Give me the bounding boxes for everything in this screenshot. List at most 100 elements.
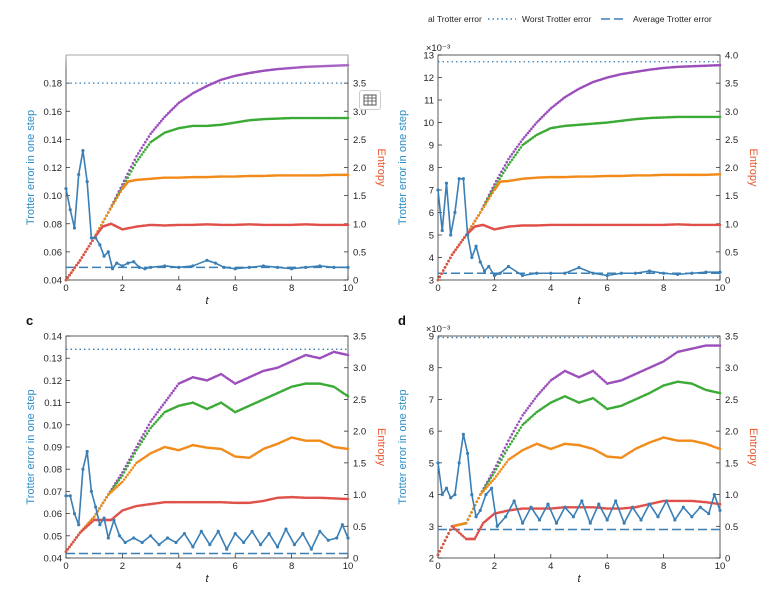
entropy-point-purple xyxy=(556,101,560,105)
y2-tick-label: 2.5 xyxy=(353,395,366,406)
trotter-error-point xyxy=(72,226,77,230)
entropy-point-purple xyxy=(140,146,144,150)
trotter-error-point xyxy=(290,267,294,271)
y2-tick-label: 3.5 xyxy=(353,332,366,343)
entropy-point-red xyxy=(441,542,445,546)
entropy-point-orange xyxy=(99,504,103,507)
entropy-point-red xyxy=(68,545,71,549)
entropy-point-orange xyxy=(471,222,475,226)
entropy-point-orange xyxy=(110,490,114,493)
trotter-error-point xyxy=(72,511,77,516)
trotter-error-point xyxy=(489,486,494,490)
trotter-error-point xyxy=(563,271,567,275)
entropy-point-green xyxy=(498,177,501,181)
entropy-point-green xyxy=(524,420,528,423)
screenshot-tool-button[interactable] xyxy=(359,90,381,110)
entropy-point-purple xyxy=(542,114,546,117)
entropy-point-green xyxy=(129,458,133,461)
entropy-point-purple xyxy=(595,372,598,376)
entropy-point-purple xyxy=(538,117,542,121)
entropy-point-red xyxy=(473,537,476,541)
entropy-point-red xyxy=(443,539,447,542)
x-tick-label: 2 xyxy=(492,283,497,294)
y-tick-label: 0.07 xyxy=(44,487,63,498)
entropy-point-green xyxy=(510,440,514,443)
y2-tick-label: 0 xyxy=(353,276,358,287)
entropy-point-green xyxy=(129,170,133,173)
entropy-point-orange xyxy=(103,498,107,502)
entropy-point-green xyxy=(503,452,507,455)
entropy-point-green xyxy=(131,166,135,170)
x-tick-label: 8 xyxy=(661,561,666,572)
y2-tick-label: 1.5 xyxy=(353,458,366,469)
trotter-error-point xyxy=(619,271,623,275)
entropy-point-orange xyxy=(496,472,500,476)
trotter-error-point xyxy=(690,515,694,519)
entropy-point-green xyxy=(510,158,514,162)
y2-tick-label: 3.5 xyxy=(725,79,738,90)
y-tick-label: 0.14 xyxy=(44,135,63,146)
trotter-error-point xyxy=(77,523,81,527)
trotter-error-point xyxy=(470,492,474,497)
trotter-error-point xyxy=(436,461,440,465)
entropy-point-green xyxy=(503,169,507,172)
entropy-point-green xyxy=(128,173,131,176)
x-axis-label: t xyxy=(205,295,209,307)
entropy-point-orange xyxy=(475,216,479,220)
entropy-point-purple xyxy=(514,147,517,151)
entropy-point-orange xyxy=(493,477,496,481)
entropy-point-purple xyxy=(173,105,177,108)
y-tick-label: 0.09 xyxy=(44,443,63,454)
entropy-point-green xyxy=(124,467,128,471)
entropy-point-red xyxy=(718,223,722,227)
trotter-error-point xyxy=(487,264,491,269)
x-tick-label: 0 xyxy=(63,283,68,294)
trotter-error-point xyxy=(132,260,136,264)
entropy-point-purple xyxy=(530,127,533,131)
entropy-point-purple xyxy=(535,394,538,398)
entropy-point-red xyxy=(80,256,84,259)
x-tick-label: 2 xyxy=(120,561,125,572)
trotter-error-point xyxy=(242,540,246,545)
entropy-point-orange xyxy=(718,447,722,451)
x-tick-label: 2 xyxy=(492,561,497,572)
entropy-point-green xyxy=(501,171,505,175)
entropy-point-green xyxy=(517,148,521,152)
trotter-error-point xyxy=(85,179,89,184)
trotter-error-point xyxy=(440,492,444,497)
x-tick-label: 10 xyxy=(343,561,354,572)
entropy-point-red xyxy=(457,531,461,534)
y-tick-label: 0.14 xyxy=(44,332,63,343)
y-tick-label: 0.16 xyxy=(44,107,63,118)
y-tick-label: 3 xyxy=(429,522,434,533)
entropy-point-purple xyxy=(530,402,533,405)
y-tick-label: 9 xyxy=(429,332,434,343)
entropy-point-purple xyxy=(537,119,540,123)
entropy-point-orange xyxy=(129,468,133,472)
entropy-point-green xyxy=(493,471,496,474)
entropy-point-purple xyxy=(500,453,503,457)
entropy-point-green xyxy=(346,116,350,120)
entropy-point-purple xyxy=(144,140,147,144)
entropy-point-red xyxy=(441,269,445,272)
entropy-point-green xyxy=(115,481,119,484)
y-tick-label: 3 xyxy=(429,276,434,287)
panel-a: 0 2 4 6 8 10 0.04 0.06 0.08 0.10 0.12 0.14 0.16 0.18 0… xyxy=(25,54,387,307)
trotter-error-point xyxy=(457,177,461,181)
entropy-point-purple xyxy=(528,129,531,133)
entropy-point-green xyxy=(595,399,598,403)
entropy-point-green xyxy=(140,440,144,444)
entropy-point-red xyxy=(64,278,68,282)
entropy-point-orange xyxy=(126,473,129,477)
entropy-point-orange xyxy=(479,493,482,496)
entropy-point-orange xyxy=(101,220,105,224)
y2-tick-label: 0 xyxy=(353,554,358,565)
entropy-point-orange xyxy=(484,202,487,206)
entropy-point-green xyxy=(121,474,124,477)
entropy-point-orange xyxy=(108,491,112,495)
entropy-point-green xyxy=(501,455,505,458)
entropy-point-purple xyxy=(149,420,152,423)
entropy-point-purple xyxy=(558,100,561,103)
entropy-point-green xyxy=(500,174,503,178)
y-tick-label: 4 xyxy=(429,490,434,501)
